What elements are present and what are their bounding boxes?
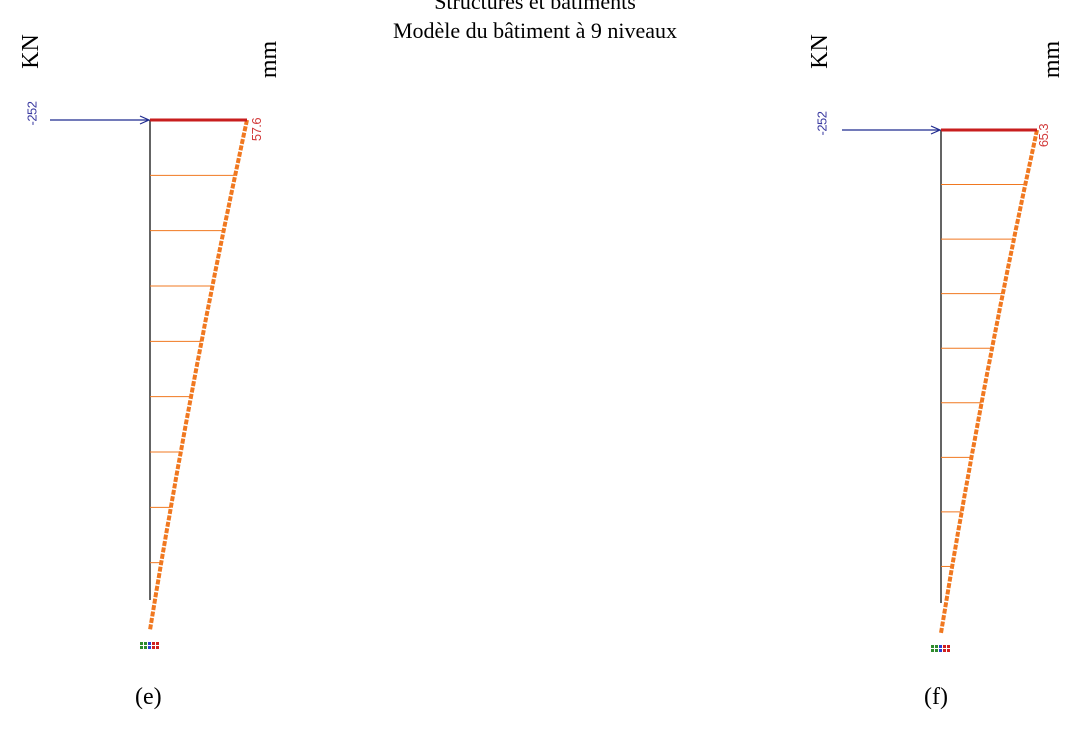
- force-arrow-head-f: [930, 125, 942, 135]
- support-dot-e: [156, 642, 159, 645]
- support-dot-f: [939, 649, 942, 652]
- support-dot-e: [152, 646, 155, 649]
- support-dot-f: [943, 645, 946, 648]
- support-dot-e: [144, 642, 147, 645]
- deflected-shape-f: [939, 129, 1039, 634]
- support-dot-f: [943, 649, 946, 652]
- support-dot-f: [931, 645, 934, 648]
- page-title-cut: Structures et bâtiments: [434, 0, 636, 14]
- support-dot-e: [144, 646, 147, 649]
- support-dot-f: [947, 645, 950, 648]
- support-dot-f: [939, 645, 942, 648]
- deflected-shape-e: [148, 119, 249, 631]
- support-dot-e: [156, 646, 159, 649]
- support-dot-e: [140, 646, 143, 649]
- force-arrow-head-e: [139, 115, 151, 125]
- page-title: Modèle du bâtiment à 9 niveaux: [392, 18, 678, 43]
- support-dot-f: [947, 649, 950, 652]
- support-dot-e: [140, 642, 143, 645]
- support-dot-e: [148, 642, 151, 645]
- support-dot-f: [935, 649, 938, 652]
- deflection-panel-f: [842, 125, 1039, 652]
- caption-e: (e): [135, 684, 162, 710]
- deflection-panel-e: [50, 115, 249, 649]
- support-dot-e: [148, 646, 151, 649]
- support-dot-e: [152, 642, 155, 645]
- caption-f: (f): [924, 684, 948, 710]
- support-dot-f: [931, 649, 934, 652]
- support-dot-f: [935, 645, 938, 648]
